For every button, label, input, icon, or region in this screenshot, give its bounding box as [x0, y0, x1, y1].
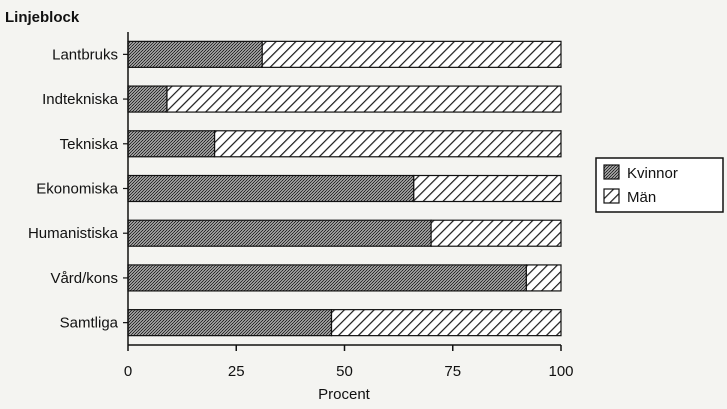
bar-m-n-indtekniska — [166, 85, 562, 113]
y-axis-title: Linjeblock — [5, 9, 80, 26]
legend-swatch-kvinnor — [603, 164, 620, 180]
bar-m-n-tekniska — [214, 130, 562, 158]
bar-m-n-lantbruks — [261, 40, 562, 68]
bar-kvinnor-lantbruks — [127, 40, 263, 68]
x-axis-title: Procent — [318, 386, 371, 403]
category-label: Indtekniska — [42, 91, 119, 108]
legend-label-man: Män — [627, 189, 656, 206]
x-tick-label: 25 — [228, 363, 245, 380]
legend-swatch-man — [603, 188, 620, 204]
bar-kvinnor-humanistiska — [127, 219, 432, 247]
category-label: Humanistiska — [28, 225, 119, 242]
category-label: Ekonomiska — [36, 181, 118, 198]
x-tick-label: 100 — [548, 363, 573, 380]
bar-kvinnor-samtliga — [127, 309, 333, 337]
bar-m-n-v-rd-kons — [525, 264, 562, 292]
x-tick-label: 50 — [336, 363, 353, 380]
bar-kvinnor-ekonomiska — [127, 174, 415, 203]
bar-kvinnor-v-rd-kons — [127, 264, 527, 292]
bars-layer: Lantbruks Indtekniska Tekniska Ekonomiska Hu… — [28, 40, 562, 337]
legend: Kvinnor Män — [595, 157, 724, 213]
bar-m-n-humanistiska — [430, 219, 562, 247]
category-label: Samtliga — [60, 315, 119, 332]
legend-label-kvinnor: Kvinnor — [627, 165, 678, 182]
bar-m-n-ekonomiska — [413, 174, 562, 203]
category-label: Tekniska — [60, 136, 119, 153]
category-label: Vård/kons — [50, 270, 118, 287]
bar-m-n-samtliga — [330, 309, 562, 337]
category-label: Lantbruks — [52, 46, 118, 63]
x-tick-label: 75 — [444, 363, 461, 380]
bar-kvinnor-indtekniska — [127, 85, 168, 113]
x-ticks-layer: 0 25 50 75 100 — [124, 345, 574, 380]
x-tick-label: 0 — [124, 363, 132, 380]
bar-kvinnor-tekniska — [127, 130, 216, 158]
